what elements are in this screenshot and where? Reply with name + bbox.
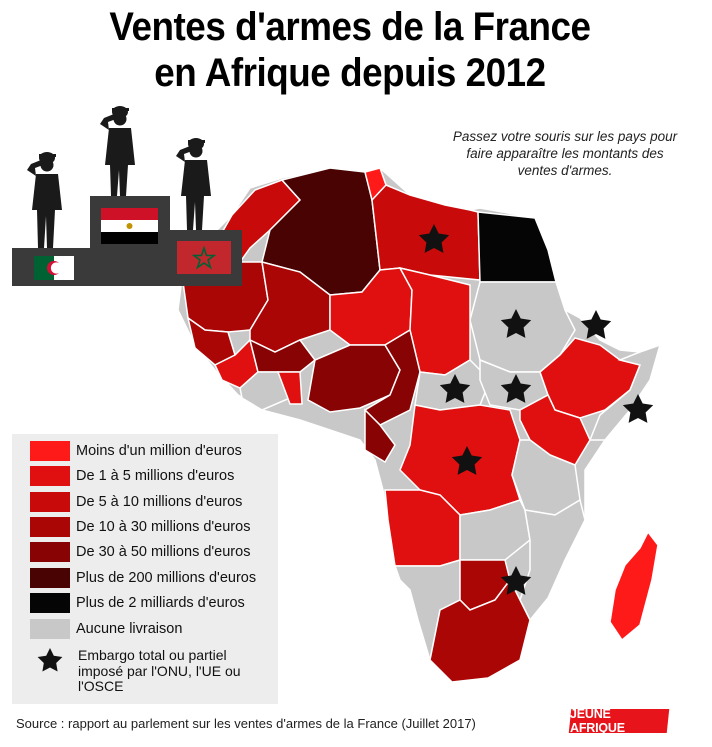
country-madagascar[interactable] (609, 530, 659, 642)
legend-item: De 5 à 10 millions d'euros (30, 491, 242, 513)
legend-swatch (30, 619, 70, 639)
country-ghana[interactable] (276, 371, 303, 405)
legend-label: Plus de 200 millions d'euros (76, 570, 257, 586)
soldier-third (176, 138, 211, 230)
legend-label: Moins d'un million d'euros (76, 443, 242, 459)
legend-embargo-item: Embargo total ou partiel imposé par l'ON… (30, 647, 263, 695)
embargo-star-somalia[interactable] (622, 394, 654, 423)
legend-item: Moins d'un million d'euros (30, 440, 242, 462)
country-south-africa[interactable] (429, 578, 531, 683)
soldier-first (100, 106, 135, 196)
legend-item: Plus de 200 millions d'euros (30, 567, 256, 589)
embargo-star-libya[interactable] (418, 224, 450, 253)
embargo-star-central-african-republic[interactable] (439, 374, 471, 403)
legend-swatch (30, 593, 70, 613)
legend-label: De 10 à 30 millions d'euros (76, 519, 251, 535)
podium (12, 106, 242, 286)
embargo-star-dr-congo[interactable] (451, 446, 483, 475)
legend-label: Plus de 2 milliards d'euros (76, 595, 245, 611)
country-somalia[interactable] (588, 343, 662, 441)
legend-item: De 1 à 5 millions d'euros (30, 465, 234, 487)
country-libya[interactable] (371, 184, 481, 281)
egypt-flag (101, 208, 158, 244)
legend-item: De 30 à 50 millions d'euros (30, 541, 250, 563)
legend-embargo-label: Embargo total ou partiel imposé par l'ON… (78, 647, 241, 694)
jeune-afrique-logo[interactable]: JEUNE AFRIQUE (568, 707, 670, 735)
legend: Moins d'un million d'euros De 1 à 5 mill… (12, 434, 278, 704)
embargo-star-sudan[interactable] (500, 309, 532, 338)
legend-label: De 5 à 10 millions d'euros (76, 494, 243, 510)
legend-swatch (30, 517, 70, 537)
star-icon (37, 648, 63, 672)
morocco-flag (177, 241, 231, 274)
legend-label: De 30 à 50 millions d'euros (76, 544, 251, 560)
country-gabon[interactable] (364, 408, 396, 464)
legend-item: De 10 à 30 millions d'euros (30, 516, 250, 538)
legend-item: Plus de 2 milliards d'euros (30, 592, 245, 614)
logo-text: JEUNE AFRIQUE (570, 707, 625, 735)
embargo-star-eritrea[interactable] (580, 310, 612, 339)
algeria-flag (34, 256, 74, 280)
map-title: Ventes d'armes de la France en Afrique d… (46, 4, 653, 96)
hover-hint: Passez votre souris sur les pays pour fa… (452, 129, 678, 178)
country-mozambique[interactable] (519, 498, 586, 622)
legend-swatch (30, 542, 70, 562)
legend-swatch (30, 568, 70, 588)
legend-label: Aucune livraison (76, 621, 183, 637)
legend-swatch (30, 441, 70, 461)
legend-swatch (30, 492, 70, 512)
embargo-star-south-sudan[interactable] (500, 374, 532, 403)
title-line-1: Ventes d'armes de la France (109, 5, 591, 49)
title-line-2: en Afrique depuis 2012 (154, 51, 546, 95)
country-egypt[interactable] (477, 211, 557, 283)
source-note: Source : rapport au parlement sur les ve… (16, 716, 476, 731)
soldier-second (27, 152, 62, 248)
legend-item: Aucune livraison (30, 618, 182, 640)
embargo-star-zimbabwe[interactable] (500, 566, 532, 595)
legend-swatch (30, 466, 70, 486)
legend-label: De 1 à 5 millions d'euros (76, 468, 235, 484)
